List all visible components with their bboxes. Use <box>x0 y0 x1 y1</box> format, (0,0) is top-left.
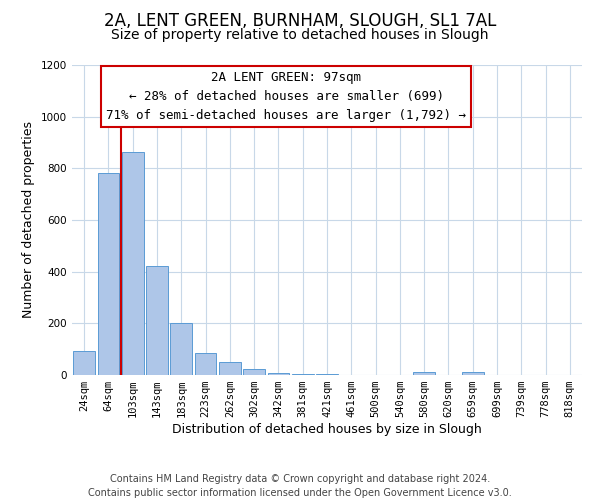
Bar <box>243 370 265 375</box>
Text: Size of property relative to detached houses in Slough: Size of property relative to detached ho… <box>111 28 489 42</box>
Bar <box>122 152 143 375</box>
X-axis label: Distribution of detached houses by size in Slough: Distribution of detached houses by size … <box>172 423 482 436</box>
Bar <box>268 373 289 375</box>
Bar <box>462 372 484 375</box>
Text: 2A LENT GREEN: 97sqm
← 28% of detached houses are smaller (699)
71% of semi-deta: 2A LENT GREEN: 97sqm ← 28% of detached h… <box>106 71 466 122</box>
Text: Contains HM Land Registry data © Crown copyright and database right 2024.
Contai: Contains HM Land Registry data © Crown c… <box>88 474 512 498</box>
Bar <box>146 266 168 375</box>
Bar <box>194 354 217 375</box>
Bar <box>316 374 338 375</box>
Bar <box>73 351 95 375</box>
Bar <box>413 372 435 375</box>
Text: 2A, LENT GREEN, BURNHAM, SLOUGH, SL1 7AL: 2A, LENT GREEN, BURNHAM, SLOUGH, SL1 7AL <box>104 12 496 30</box>
Bar <box>292 374 314 375</box>
Bar <box>97 172 119 375</box>
Bar <box>170 323 192 375</box>
Bar <box>219 362 241 375</box>
Y-axis label: Number of detached properties: Number of detached properties <box>22 122 35 318</box>
